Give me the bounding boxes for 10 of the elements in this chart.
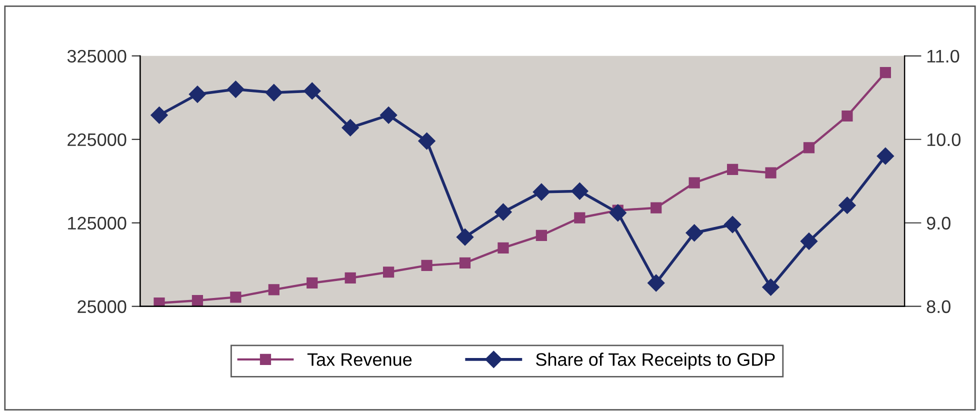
- y-tick-label: 25000: [78, 300, 126, 314]
- legend-label: Share of Tax Receipts to GDP: [536, 352, 775, 370]
- y2-tick-label: 11.0: [927, 50, 960, 63]
- y-tick-label: 325000: [67, 50, 126, 63]
- y2-tick-label: 8.0: [926, 300, 950, 314]
- y2-tick-label: 10.0: [927, 133, 961, 146]
- y2-tick-label: 9.0: [926, 216, 950, 230]
- legend-label: Tax Revenue: [307, 353, 412, 366]
- y-tick-label: 125000: [68, 216, 126, 230]
- y-tick-label: 225000: [68, 133, 126, 146]
